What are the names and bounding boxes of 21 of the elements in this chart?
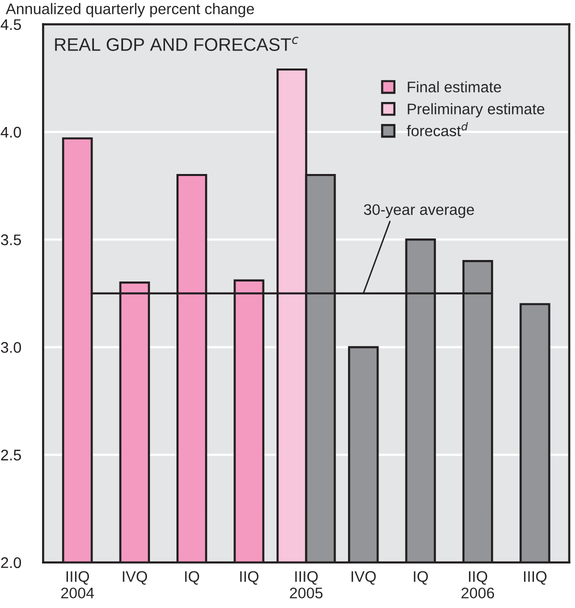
- legend-label: Final estimate: [408, 81, 502, 92]
- x-tick-label: IVQ: [122, 571, 148, 585]
- legend-label: forecast$^{d}$: [406, 122, 468, 136]
- y-tick-label: 4.0: [0, 126, 21, 138]
- y-tick-label: 4.5: [0, 19, 21, 30]
- x-tick-label: IQ: [414, 571, 428, 585]
- x-tick-label: IQ: [185, 571, 200, 585]
- y-tick-label: 3.0: [0, 342, 21, 353]
- y-tick-label: 3.5: [0, 234, 21, 246]
- x-tick-label: IIQ 2006: [462, 571, 494, 598]
- y-tick-label: 2.5: [1, 450, 21, 460]
- x-tick-label: IVQ: [352, 571, 376, 585]
- legend-label: Preliminary estimate: [408, 103, 544, 118]
- x-tick-label: IIIQ: [524, 571, 547, 585]
- y-axis-title: Annualized quarterly percent change: [6, 3, 254, 18]
- ref-line-label: 30-year average: [364, 204, 474, 218]
- y-tick-label: 2.0: [1, 557, 21, 568]
- x-tick-label: IIQ: [240, 571, 258, 585]
- x-tick-label: IIIQ 2005: [290, 571, 323, 598]
- x-tick-label: IIIQ 2004: [61, 571, 94, 598]
- text: REAL GDP AND FORECAST$^{c}$: [55, 36, 298, 51]
